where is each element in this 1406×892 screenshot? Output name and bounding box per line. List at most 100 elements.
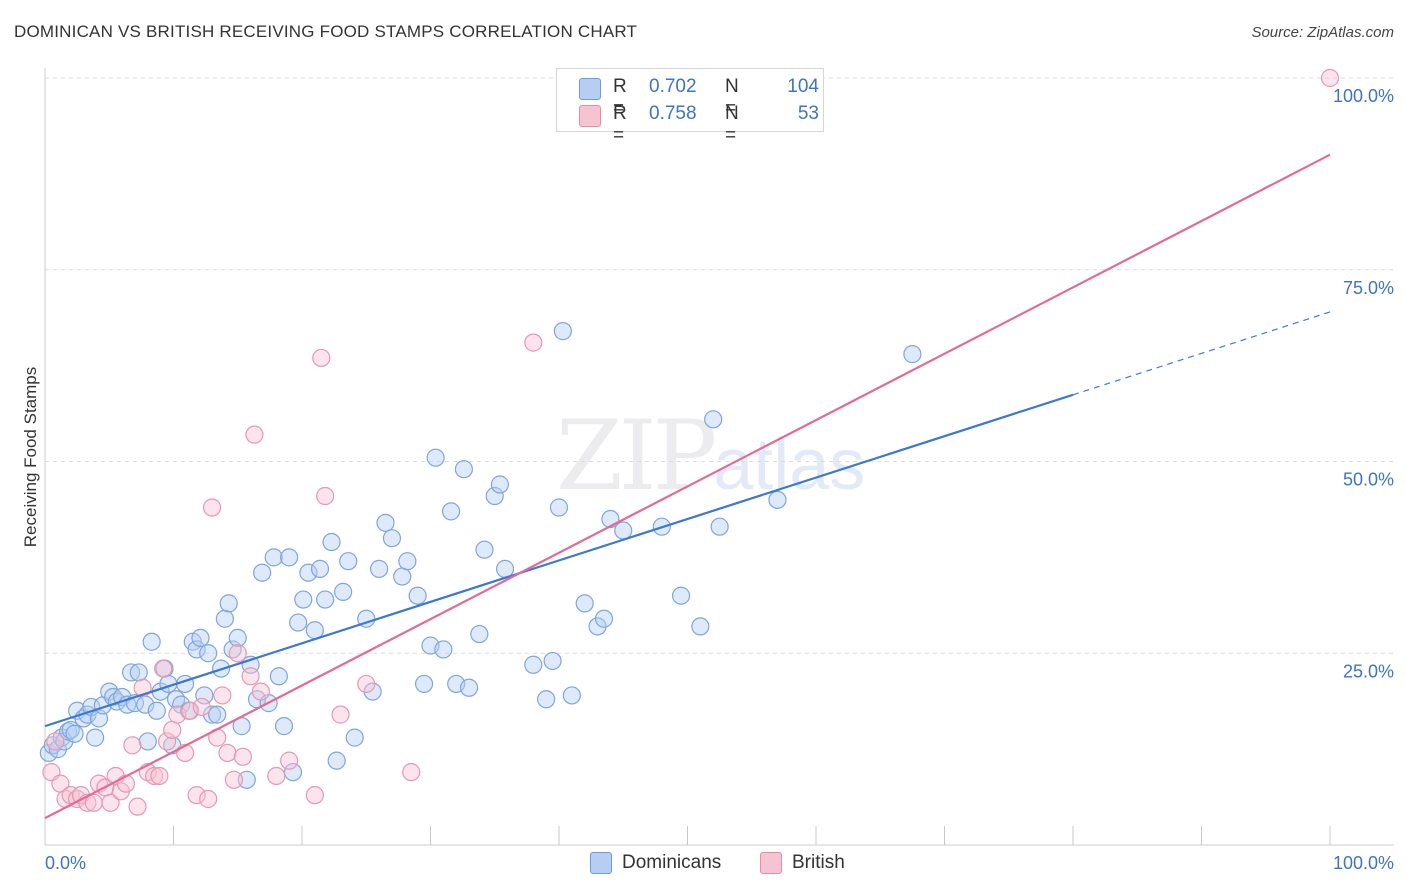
point-dominicans	[691, 617, 710, 636]
point-dominicans	[289, 613, 308, 632]
point-dominicans	[704, 410, 723, 429]
point-dominicans	[549, 498, 569, 517]
legend-n-value: 104	[787, 76, 819, 97]
point-british	[133, 678, 152, 697]
bottom-legend-swatch-british	[760, 852, 782, 874]
legend-r-value: 0.758	[649, 103, 697, 124]
point-dominicans	[121, 663, 141, 682]
x-tick-label: 100.0%	[1333, 853, 1394, 873]
point-dominicans	[426, 448, 445, 467]
point-british	[154, 659, 173, 678]
point-dominicans	[166, 690, 186, 709]
point-dominicans	[524, 655, 543, 674]
point-dominicans	[187, 640, 206, 659]
point-british	[251, 682, 270, 701]
trendline-extension-dominicans	[1072, 311, 1331, 396]
point-british	[305, 786, 324, 805]
point-dominicans	[537, 690, 556, 709]
point-dominicans	[543, 651, 562, 671]
point-dominicans	[316, 590, 335, 609]
point-dominicans	[199, 644, 218, 663]
legend-n-label: N =	[725, 103, 739, 146]
point-dominicans	[195, 686, 214, 705]
point-dominicans	[768, 490, 787, 509]
point-dominicans	[414, 674, 434, 694]
bottom-legend-label-british: British	[792, 852, 845, 873]
point-dominicans	[299, 563, 318, 582]
point-dominicans	[274, 717, 294, 736]
point-dominicans	[490, 475, 509, 494]
point-dominicans	[215, 609, 234, 628]
point-british	[163, 720, 182, 740]
point-dominicans	[562, 686, 581, 705]
point-british	[150, 766, 169, 786]
y-tick-label: 25.0%	[1343, 661, 1394, 681]
point-dominicans	[65, 724, 84, 743]
point-british	[157, 732, 177, 751]
point-dominicans	[228, 628, 247, 648]
point-dominicans	[454, 460, 474, 479]
y-tick-label: 100.0%	[1333, 86, 1394, 106]
point-dominicans	[138, 732, 157, 751]
legend-swatch-dominicans	[579, 78, 601, 100]
bottom-legend-swatch-dominicans	[590, 852, 612, 874]
point-british	[312, 348, 331, 368]
chart-title: DOMINICAN VS BRITISH RECEIVING FOOD STAM…	[14, 22, 638, 41]
x-tick-label: 0.0%	[45, 853, 86, 873]
bottom-legend-label-dominicans: Dominicans	[622, 852, 722, 873]
point-dominicans	[710, 517, 729, 536]
point-british	[46, 732, 65, 751]
point-british	[233, 747, 252, 766]
legend-r-label: R =	[613, 103, 627, 146]
point-dominicans	[398, 552, 417, 571]
y-tick-label: 75.0%	[1343, 278, 1394, 298]
point-british	[199, 789, 218, 809]
point-dominicans	[86, 728, 105, 747]
point-dominicans	[142, 632, 161, 651]
point-british	[357, 674, 376, 694]
legend-swatch-british	[579, 105, 601, 127]
point-dominicans	[334, 582, 353, 601]
point-british	[316, 486, 335, 506]
point-british	[123, 736, 142, 755]
point-dominicans	[345, 728, 364, 747]
point-dominicans	[202, 705, 222, 724]
point-british	[192, 697, 211, 717]
point-british	[245, 425, 264, 444]
point-dominicans	[393, 567, 412, 586]
legend-r-value: 0.702	[649, 76, 697, 97]
y-tick-label: 50.0%	[1343, 470, 1394, 490]
legend-n-value: 53	[797, 103, 819, 124]
legend-r-label: R =	[613, 76, 627, 119]
point-dominicans	[147, 701, 166, 720]
point-dominicans	[553, 322, 572, 341]
point-british	[280, 751, 299, 770]
point-dominicans	[614, 521, 633, 540]
point-dominicans	[459, 678, 479, 697]
trendline-dominicans	[44, 393, 1074, 728]
point-dominicans	[264, 548, 283, 567]
trendline-british	[44, 153, 1331, 820]
point-dominicans	[485, 486, 504, 506]
point-dominicans	[575, 594, 594, 613]
point-dominicans	[408, 586, 427, 605]
point-british	[524, 333, 543, 352]
point-dominicans	[237, 770, 256, 789]
watermark-atlas: atlas	[713, 425, 866, 505]
point-dominicans	[903, 345, 922, 364]
point-dominicans	[310, 559, 330, 578]
legend-n-label: N =	[725, 76, 739, 119]
point-british	[402, 763, 421, 782]
point-british	[202, 498, 222, 517]
point-british	[116, 774, 136, 793]
point-dominicans	[434, 640, 453, 659]
point-dominicans	[294, 590, 313, 609]
point-british	[187, 786, 206, 805]
point-british	[181, 701, 200, 720]
point-dominicans	[370, 559, 389, 578]
point-dominicans	[322, 532, 341, 552]
point-british	[224, 770, 243, 789]
point-dominicans	[441, 502, 461, 521]
point-british	[213, 686, 232, 705]
